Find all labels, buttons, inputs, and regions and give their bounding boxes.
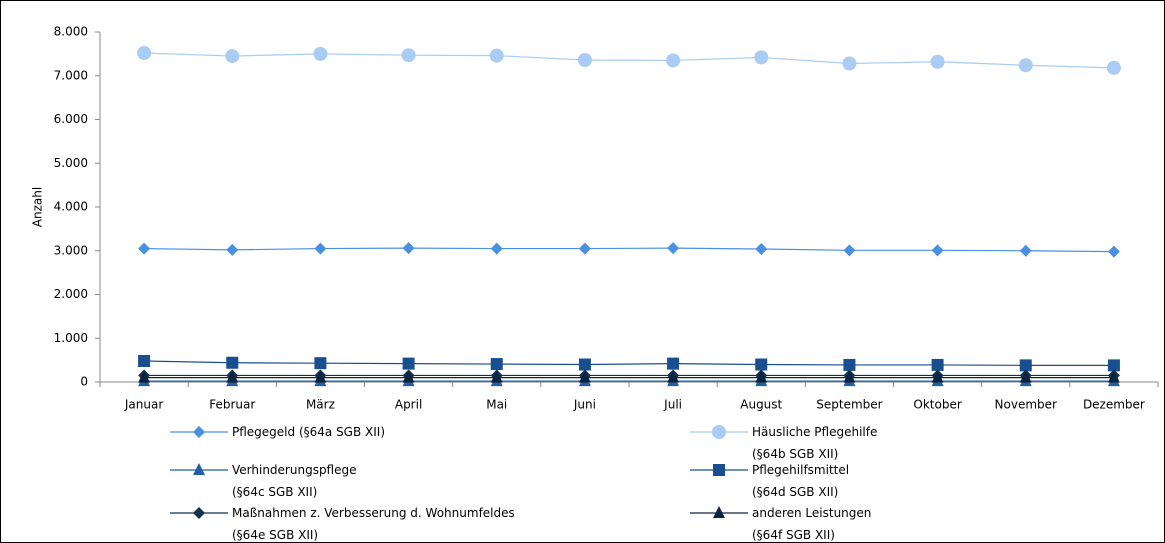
y-tick-label: 2.000	[54, 287, 88, 301]
data-point	[666, 53, 681, 68]
data-point	[755, 358, 768, 371]
legend-marker	[193, 426, 205, 438]
x-tick-label: August	[740, 398, 782, 412]
legend-label: anderen Leistungen (§64f SGB XII)	[752, 506, 872, 542]
data-point	[1019, 370, 1032, 383]
x-tick-label: September	[816, 398, 882, 412]
data-point	[402, 242, 415, 255]
data-point	[755, 243, 768, 255]
data-point	[225, 49, 240, 64]
data-point	[313, 46, 328, 61]
data-point	[226, 356, 239, 369]
series-line	[144, 52, 1114, 69]
x-tick-label: Oktober	[913, 398, 961, 412]
x-tick-label: März	[306, 398, 335, 412]
y-tick-label: 1.000	[54, 331, 88, 345]
legend-marker	[713, 506, 725, 518]
data-point	[490, 358, 503, 371]
data-point	[138, 370, 151, 383]
data-point	[578, 358, 591, 371]
data-point	[667, 242, 680, 255]
data-point	[667, 370, 680, 383]
data-point	[843, 370, 856, 383]
series-line	[144, 247, 1114, 253]
data-point	[314, 242, 327, 255]
data-point	[1018, 58, 1033, 73]
data-point	[226, 370, 239, 383]
data-point	[402, 357, 415, 370]
x-tick-label: Dezember	[1083, 398, 1145, 412]
y-axis-label: Anzahl	[31, 187, 45, 227]
data-point	[314, 357, 327, 370]
data-point	[314, 370, 327, 383]
y-tick-label: 8.000	[54, 25, 88, 39]
x-tick-label: April	[395, 398, 422, 412]
y-tick-label: 6.000	[54, 112, 88, 126]
data-point	[931, 244, 944, 257]
data-point	[754, 50, 769, 65]
data-point	[1019, 359, 1032, 372]
x-tick-label: Januar	[124, 398, 163, 412]
data-point	[226, 243, 239, 256]
y-tick-label: 3.000	[54, 243, 88, 257]
data-point	[1107, 245, 1120, 258]
x-tick-label: Juli	[663, 398, 682, 412]
data-point	[137, 46, 152, 60]
data-point	[1107, 359, 1120, 372]
data-point	[843, 244, 856, 257]
data-point	[755, 370, 768, 383]
data-point	[843, 358, 856, 371]
data-point	[931, 370, 944, 383]
data-point	[1019, 244, 1032, 257]
y-tick-label: 5.000	[54, 156, 88, 170]
data-point	[490, 370, 503, 383]
data-point	[577, 53, 592, 67]
legend-label: Pflegehilfsmittel (§64d SGB XII)	[752, 463, 850, 499]
y-tick-label: 7.000	[54, 68, 88, 82]
data-point	[402, 370, 415, 383]
legend-label: Maßnahmen z. Verbesserung d. Wohnumfelde…	[232, 506, 515, 542]
legend-label: Pflegegeld (§64a SGB XII)	[232, 425, 386, 439]
series-line	[144, 360, 1114, 366]
data-point	[842, 56, 857, 71]
legend-marker	[193, 463, 205, 475]
legend-label: Häusliche Pflegehilfe (§64b SGB XII)	[752, 425, 878, 461]
legend-marker	[713, 464, 725, 476]
data-point	[1106, 60, 1121, 75]
data-point	[667, 357, 680, 370]
data-point	[930, 54, 945, 69]
data-point	[489, 48, 504, 63]
legend-marker	[712, 425, 726, 439]
data-point	[1107, 370, 1120, 383]
x-tick-label: November	[995, 398, 1057, 412]
x-tick-label: Mai	[486, 398, 507, 412]
x-tick-label: Juni	[573, 398, 596, 412]
data-point	[931, 358, 944, 371]
legend-marker	[193, 507, 205, 519]
x-tick-label: Februar	[209, 398, 255, 412]
data-point	[490, 242, 503, 255]
data-point	[138, 355, 151, 367]
y-tick-label: 4.000	[54, 200, 88, 214]
legend-label: Verhinderungspflege (§64c SGB XII)	[232, 463, 357, 499]
data-point	[401, 48, 416, 63]
data-point	[578, 370, 591, 383]
data-point	[138, 242, 151, 255]
data-point	[578, 242, 591, 255]
y-tick-label: 0	[80, 375, 88, 389]
